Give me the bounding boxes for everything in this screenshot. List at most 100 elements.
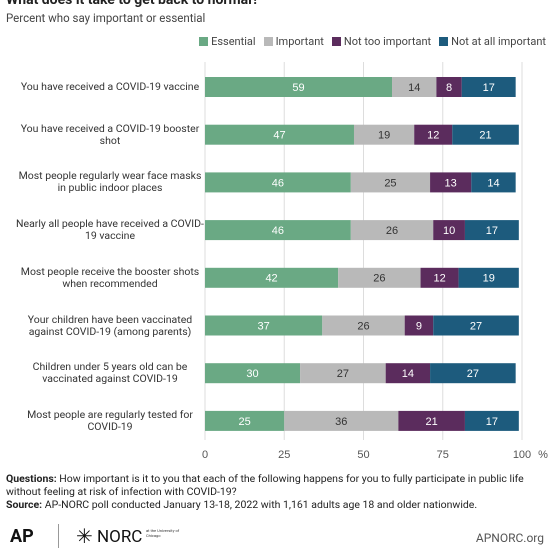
bar-segment xyxy=(205,220,351,241)
value-label: 12 xyxy=(427,130,439,142)
x-tick-label: 100 xyxy=(513,449,531,461)
bar-segment xyxy=(392,77,437,97)
bar-segment xyxy=(205,124,354,145)
x-tick-label: 75 xyxy=(437,449,449,461)
value-label: 26 xyxy=(357,320,369,332)
bar-segment xyxy=(353,124,415,145)
value-label: 46 xyxy=(272,225,284,237)
value-label: 14 xyxy=(408,82,420,94)
value-label: 36 xyxy=(335,416,347,428)
value-label: 17 xyxy=(486,225,498,237)
questions-label: Questions: xyxy=(6,472,57,485)
value-label: 46 xyxy=(272,177,284,189)
category-label: Most people regularly wear face masks in… xyxy=(18,169,202,195)
category-label: Most people receive the booster shots wh… xyxy=(20,264,200,290)
legend-swatch xyxy=(331,37,341,46)
value-label: 14 xyxy=(487,177,499,189)
bar-segment xyxy=(404,315,434,336)
chart-title: What does it take to get back to normal? xyxy=(6,0,259,8)
logo-divider xyxy=(58,524,59,548)
bar-segment xyxy=(471,172,516,193)
bar-segment xyxy=(414,124,453,145)
chart: 0 25 50 75 100 % 59 14 8 17 47 19 12 21 46 25 13 14 46 26 10… xyxy=(202,62,548,461)
value-label: 14 xyxy=(402,368,414,380)
value-label: 17 xyxy=(486,416,498,428)
questions-text: How important is it to you that each of … xyxy=(6,472,524,498)
bar-segment xyxy=(433,220,465,241)
legend-item: Important xyxy=(263,35,324,48)
x-unit-label: % xyxy=(538,449,548,461)
legend-item: Not at all important xyxy=(439,35,546,48)
x-tick-label: 25 xyxy=(278,449,290,461)
source-text: AP-NORC poll conducted January 13-18, 20… xyxy=(44,498,478,511)
bar-segment xyxy=(420,267,459,288)
value-label: 17 xyxy=(483,82,495,94)
bar-segment xyxy=(433,315,519,336)
bar-segment xyxy=(322,315,405,336)
legend-swatch xyxy=(263,37,273,46)
bar-segment xyxy=(205,77,393,97)
value-label: 27 xyxy=(467,368,479,380)
legend-label: Important xyxy=(275,35,324,48)
bar-segment xyxy=(205,267,339,288)
chart-subtitle: Percent who say important or essential xyxy=(6,11,206,25)
footnote: Questions: How important is it to you th… xyxy=(6,472,546,511)
category-label: Children under 5 years old can be vaccin… xyxy=(32,360,188,386)
value-label: 30 xyxy=(246,368,258,380)
value-label: 21 xyxy=(479,130,491,142)
legend-item: Essential xyxy=(199,35,256,48)
bar-segment xyxy=(464,220,519,241)
value-label: 13 xyxy=(445,177,457,189)
value-label: 37 xyxy=(258,320,270,332)
legend-label: Not too important xyxy=(343,35,432,48)
value-label: 26 xyxy=(386,225,398,237)
value-label: 47 xyxy=(273,130,285,142)
value-label: 59 xyxy=(292,82,304,94)
value-label: 21 xyxy=(426,416,438,428)
category-label: Most people are regularly tested for COV… xyxy=(27,407,193,433)
legend: Essential Important Not too important Not a… xyxy=(199,35,546,48)
norc-logo: NORC xyxy=(97,527,143,547)
value-label: 25 xyxy=(384,177,396,189)
bar-segment xyxy=(300,363,386,384)
bar-segment xyxy=(464,410,519,431)
bar-segment xyxy=(398,410,465,431)
bar-segment xyxy=(430,363,516,384)
x-tick-label: 0 xyxy=(202,449,208,461)
legend-label: Essential xyxy=(211,35,256,48)
category-label: Nearly all people have received a COVID-… xyxy=(16,217,204,243)
bar-segment xyxy=(458,267,519,288)
ap-logo: AP xyxy=(10,526,34,547)
norc-tagline: at the University of Chicago xyxy=(146,528,180,538)
bar-segment xyxy=(350,172,431,193)
value-label: 19 xyxy=(378,130,390,142)
legend-label: Not at all important xyxy=(451,35,546,48)
bar-segment xyxy=(436,77,462,97)
bar-segment xyxy=(205,172,351,193)
legend-item: Not too important xyxy=(331,35,432,48)
value-label: 26 xyxy=(373,273,385,285)
bar-segment xyxy=(385,363,431,384)
bar-segment xyxy=(205,315,323,336)
value-label: 12 xyxy=(433,273,445,285)
bar-segment xyxy=(205,410,285,431)
value-label: 19 xyxy=(483,273,495,285)
category-label: Your children have been vaccinated again… xyxy=(27,312,193,338)
bar-segment xyxy=(338,267,421,288)
value-label: 10 xyxy=(443,225,455,237)
source-label: Source: xyxy=(6,498,43,511)
bar-segment xyxy=(452,124,519,145)
value-label: 8 xyxy=(446,82,452,94)
x-tick-label: 50 xyxy=(357,449,369,461)
category-label: You have received a COVID-19 booster sho… xyxy=(20,121,200,147)
bar-segment xyxy=(461,77,516,97)
value-label: 27 xyxy=(470,320,482,332)
legend-swatch xyxy=(439,37,449,46)
bar-segment xyxy=(205,363,301,384)
bar-segment xyxy=(284,410,399,431)
category-label: You have received a COVID-19 vaccine xyxy=(20,80,200,93)
value-label: 42 xyxy=(265,273,277,285)
value-label: 27 xyxy=(337,368,349,380)
legend-swatch xyxy=(199,37,209,46)
